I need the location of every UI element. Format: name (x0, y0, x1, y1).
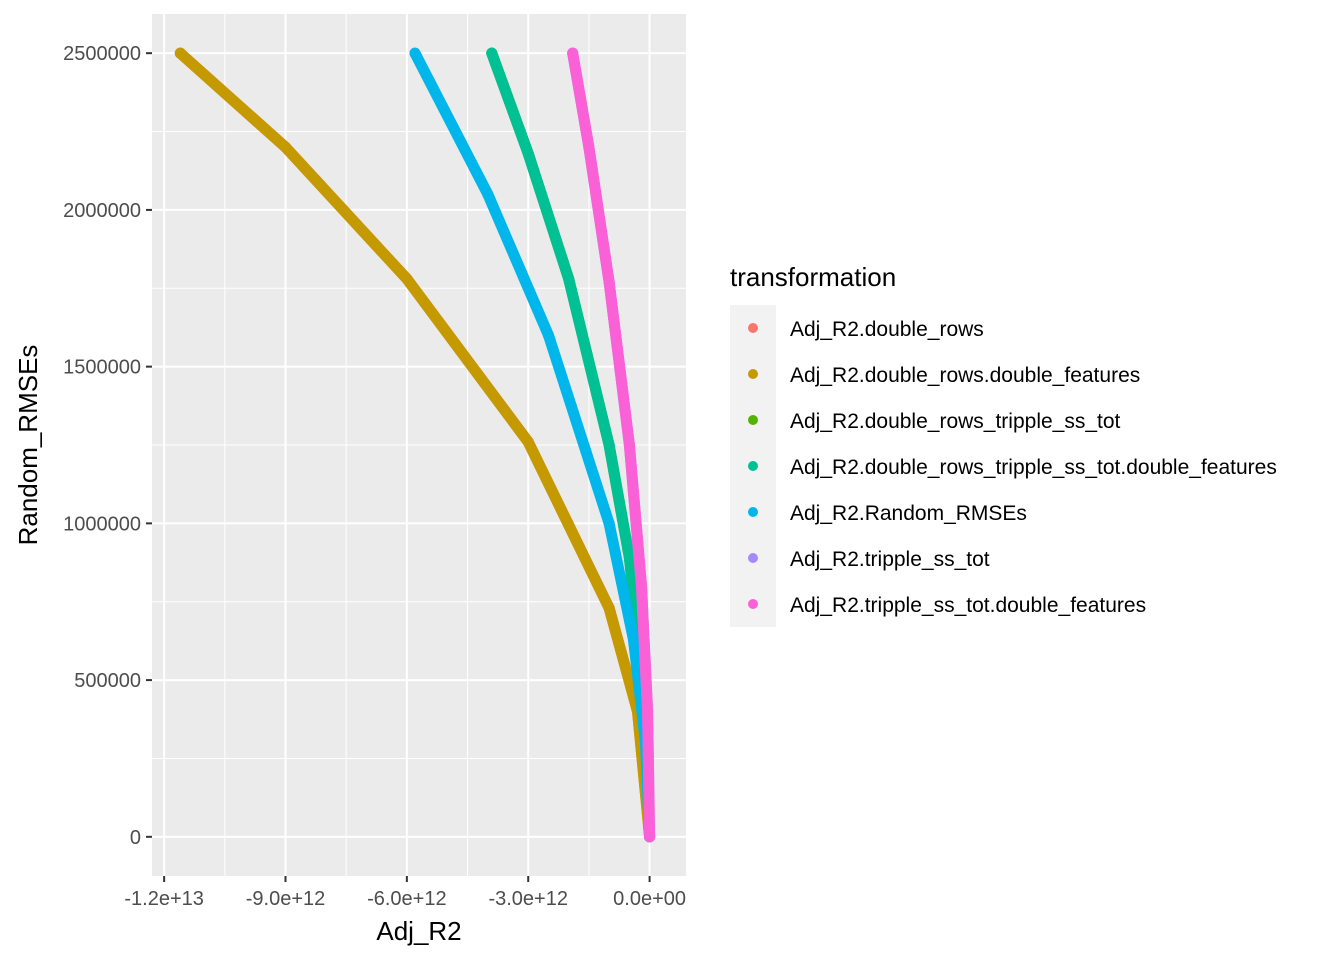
legend-entry-label: Adj_R2.Random_RMSEs (790, 502, 1027, 525)
legend-entry-label: Adj_R2.double_rows.double_features (790, 364, 1140, 387)
data-point (563, 273, 575, 285)
data-point (486, 47, 498, 59)
y-tick-label: 500000 (74, 670, 141, 692)
data-point (583, 141, 595, 153)
data-point (623, 439, 635, 451)
legend-entry-label: Adj_R2.double_rows (790, 318, 984, 341)
y-tick-label: 1000000 (63, 513, 141, 535)
legend-key-marker (748, 599, 758, 609)
x-axis: -1.2e+13 -9.0e+12 -6.0e+12 -3.0e+12 0.0e+00 (124, 876, 686, 910)
legend-key-marker (748, 461, 758, 471)
x-tick-label: 0.0e+00 (613, 888, 686, 910)
y-tick-label: 1500000 (63, 357, 141, 379)
data-point (280, 141, 291, 153)
legend-entry-label: Adj_R2.double_rows_tripple_ss_tot (790, 410, 1121, 433)
legend-key-marker (748, 553, 758, 563)
legend-entry-label: Adj_R2.tripple_ss_tot.double_features (790, 594, 1146, 617)
y-axis: 0 500000 1000000 1500000 2000000 2500000 (63, 43, 152, 849)
data-point (522, 147, 534, 159)
data-point (567, 47, 579, 59)
y-tick-label: 0 (130, 827, 141, 849)
data-point (623, 552, 635, 564)
data-point (603, 517, 615, 529)
data-point (603, 439, 615, 451)
x-axis-title: Adj_R2 (376, 916, 461, 946)
legend-key-marker (748, 323, 758, 333)
legend-title: transformation (730, 262, 896, 292)
legend: transformation Adj_R2.double_rows Adj_R2.… (730, 262, 1277, 627)
data-point (174, 47, 186, 59)
x-tick-label: -6.0e+12 (367, 888, 447, 910)
legend-key-marker (748, 415, 758, 425)
legend-entry-label: Adj_R2.tripple_ss_tot (790, 548, 990, 571)
y-tick-label: 2500000 (63, 43, 141, 65)
data-point (644, 831, 656, 843)
x-tick-label: -9.0e+12 (246, 888, 326, 910)
data-point (482, 188, 494, 200)
data-point (603, 276, 615, 288)
data-series (174, 47, 656, 843)
data-point (401, 273, 413, 285)
x-tick-label: -3.0e+12 (488, 888, 568, 910)
y-tick-label: 2000000 (63, 200, 141, 222)
data-point (542, 329, 554, 341)
data-point (603, 602, 615, 614)
data-point (522, 436, 534, 448)
data-point (642, 705, 654, 717)
data-point (409, 47, 421, 59)
y-axis-title: Random_RMSEs (13, 345, 43, 546)
legend-entry-label: Adj_R2.double_rows_tripple_ss_tot.double… (790, 456, 1277, 479)
x-tick-label: -1.2e+13 (124, 888, 204, 910)
series-6 (567, 47, 656, 843)
data-point (636, 580, 647, 592)
legend-key-marker (748, 507, 758, 517)
legend-key-marker (748, 369, 758, 379)
data-point (627, 633, 639, 645)
